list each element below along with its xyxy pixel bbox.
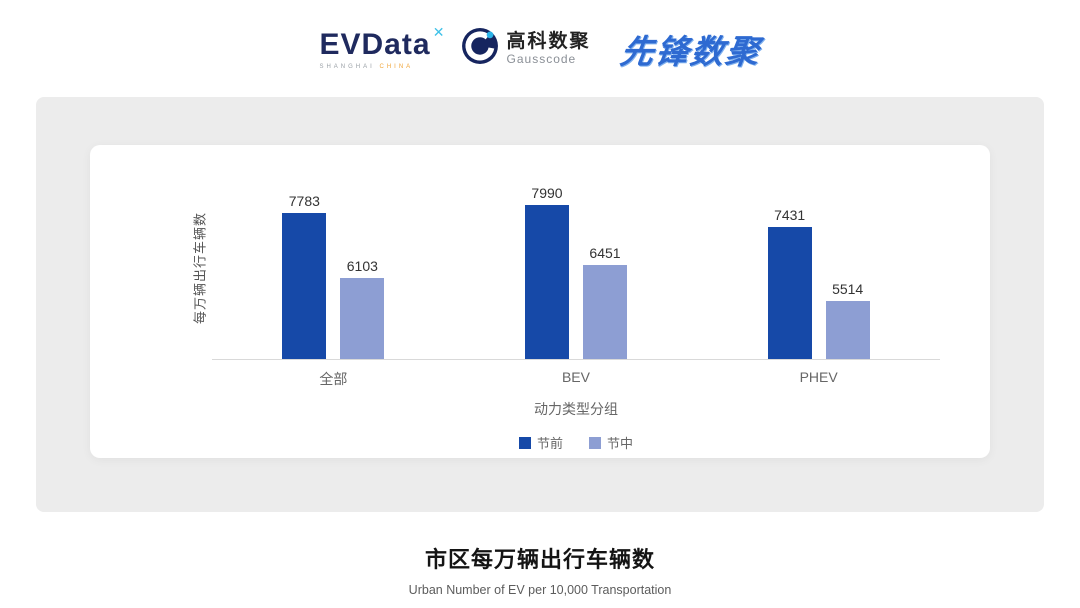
bar-节中: 6103 [340, 258, 385, 359]
y-axis-label: 每万辆出行车辆数 [192, 211, 208, 324]
category-label: PHEV [799, 369, 838, 385]
legend: 节前 节中 [212, 433, 940, 452]
page-subtitle: Urban Number of EV per 10,000 Transporta… [408, 583, 672, 597]
chart: 每万辆出行车辆数 7783 6103 7990 6451 7431 5514 全部 BEV P… [186, 175, 940, 452]
bar-节中: 5514 [825, 281, 870, 359]
legend-label: 节前 [536, 436, 563, 451]
x-axis-label: 动力类型分组 [534, 401, 618, 417]
category-labels: 全部 BEV PHEV [212, 360, 940, 389]
gausscode-text: 高科数聚 Gausscode [507, 31, 591, 67]
pioneer-logo: 先锋数聚 [617, 32, 763, 70]
bar-groups: 7783 6103 7990 6451 7431 5514 [212, 175, 940, 360]
evdata-caption-shanghai: SHANGHAI [319, 63, 375, 70]
bar-value-label: 5514 [832, 281, 864, 297]
category-label: BEV [561, 369, 590, 385]
chart-panel: 每万辆出行车辆数 7783 6103 7990 6451 7431 5514 全部 BEV P… [36, 97, 1044, 512]
evdata-caption: SHANGHAI CHINA [319, 64, 430, 70]
bar-节前: 7431 [767, 207, 812, 359]
legend-swatch [589, 436, 601, 449]
gausscode-logo: 高科数聚 Gausscode [461, 27, 591, 70]
bar-value-label: 7783 [288, 193, 320, 209]
bar-group: 7783 6103 [238, 193, 428, 359]
evdata-star-icon: ✕ [432, 23, 445, 40]
header: EVData ✕ SHANGHAI CHINA 高科数聚 Gausscode 先… [0, 0, 1080, 97]
bar-节前: 7783 [282, 193, 327, 359]
plot-column: 7783 6103 7990 6451 7431 5514 全部 BEV PHEV 动力类型分… [212, 175, 940, 452]
bar-rect [340, 278, 385, 359]
evdata-wordmark: EVData [319, 27, 431, 61]
legend-label: 节中 [607, 436, 634, 451]
bar-value-label: 7431 [774, 207, 806, 223]
legend-item: 节前 [518, 433, 563, 452]
legend-swatch [518, 436, 531, 449]
bar-value-label: 7990 [531, 185, 563, 201]
bar-rect [825, 301, 870, 359]
category-label: 全部 [319, 371, 348, 387]
evdata-logo: EVData ✕ SHANGHAI CHINA [319, 24, 444, 70]
gausscode-cn: 高科数聚 [506, 30, 591, 52]
y-axis-label-wrap: 每万辆出行车辆数 [186, 175, 212, 360]
gausscode-icon [461, 27, 499, 70]
evdata-caption-china: CHINA [379, 63, 414, 70]
bar-value-label: 6451 [589, 245, 621, 261]
footer: 市区每万辆出行车辆数 Urban Number of EV per 10,000… [0, 542, 1080, 597]
gausscode-en: Gausscode [506, 51, 577, 66]
bar-group: 7990 6451 [481, 185, 671, 359]
bar-rect [524, 205, 569, 359]
chart-card: 每万辆出行车辆数 7783 6103 7990 6451 7431 5514 全部 BEV P… [90, 145, 990, 458]
bar-rect [582, 265, 627, 359]
bar-value-label: 6103 [346, 258, 378, 274]
bar-rect [282, 213, 327, 359]
bar-group: 7431 5514 [724, 207, 914, 359]
bar-rect [767, 227, 812, 359]
page-title: 市区每万辆出行车辆数 [424, 547, 655, 572]
legend-item: 节中 [589, 433, 633, 452]
bar-节前: 7990 [524, 185, 569, 359]
bar-节中: 6451 [582, 245, 627, 359]
